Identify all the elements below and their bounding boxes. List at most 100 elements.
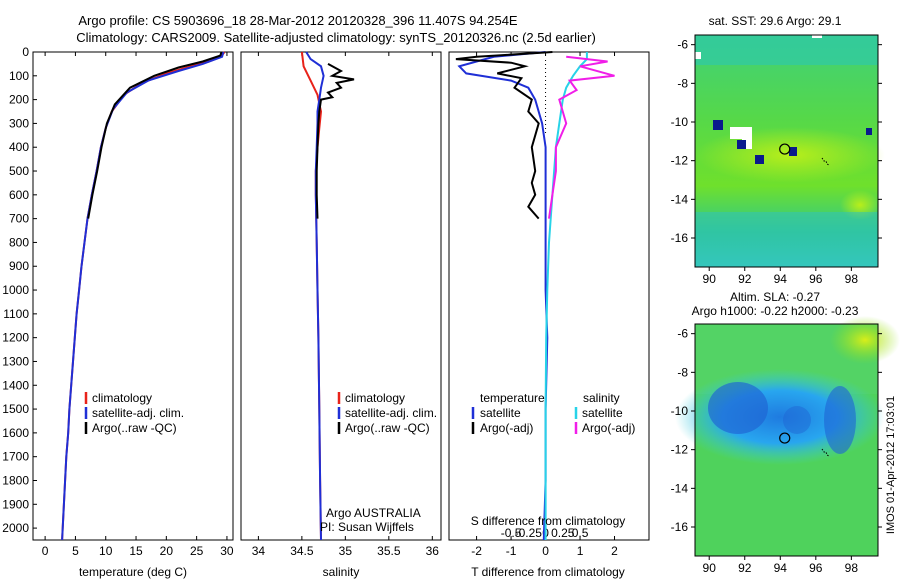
x-tick-label: 1 [577, 544, 584, 558]
sst-cloud-mask [695, 52, 701, 59]
latitude-tick-label: -12 [671, 443, 689, 457]
legend-title-salinity: salinity [583, 391, 620, 405]
sla-map-subtitle: Argo h1000: -0.22 h2000: -0.23 [692, 304, 859, 318]
legend-label-argo: Argo(..raw -QC) [345, 421, 430, 435]
legend-label-t-argo: Argo(-adj) [480, 421, 533, 435]
figure-title-line1: Argo profile: CS 5903696_18 28-Mar-2012 … [78, 13, 518, 28]
depth-tick-label: 300 [9, 116, 29, 130]
salinity-legend: climatology satellite-adj. clim. Argo(..… [337, 391, 437, 435]
temperature-xlabel: temperature (deg C) [79, 565, 187, 579]
latitude-tick-label: -16 [671, 231, 689, 245]
s-tick-label: 0.25 [551, 526, 575, 540]
depth-tick-label: 1500 [2, 402, 29, 416]
depth-tick-label: 1100 [3, 307, 29, 321]
longitude-tick-label: 92 [738, 561, 752, 575]
float-track [821, 448, 830, 457]
salinity-series [300, 51, 355, 541]
latitude-tick-label: -14 [671, 481, 689, 495]
x-tick-label: -1 [506, 544, 517, 558]
sst-cloud-mask [730, 127, 752, 139]
latitude-tick-label: -12 [671, 154, 689, 168]
sst-map-title: sat. SST: 29.6 Argo: 29.1 [709, 14, 842, 28]
series-line-t-argo-adj [455, 51, 553, 220]
s-difference-label: S difference from climatology [471, 514, 626, 528]
series-line-argo-raw-qc [315, 63, 355, 219]
depth-tick-label: 1600 [2, 426, 29, 440]
depth-tick-label: 1800 [2, 473, 29, 487]
longitude-tick-label: 98 [845, 272, 859, 286]
sst-south-band [695, 212, 878, 267]
sla-low-core [783, 406, 811, 434]
x-tick-label: 0 [42, 544, 49, 558]
x-tick-label: 25 [190, 544, 204, 558]
depth-tick-label: 700 [9, 212, 29, 226]
series-line-t-satellite [457, 51, 549, 541]
temperature-legend: climatology satellite-adj. clim. Argo(..… [84, 391, 184, 435]
longitude-tick-label: 96 [809, 272, 823, 286]
legend-title-temperature: temperature [480, 391, 545, 405]
legend-label-satellite: satellite-adj. clim. [92, 406, 184, 420]
x-tick-label: 35.5 [377, 544, 401, 558]
series-line-satellite-adj-clim [61, 51, 225, 541]
x-tick-label: 30 [220, 544, 234, 558]
x-tick-label: 0 [542, 544, 549, 558]
latitude-tick-label: -8 [677, 76, 688, 90]
depth-axis: 0 100 200 300 400 500 600 700 800 900 1000 1100 1200… [2, 45, 37, 535]
difference-legend: temperature salinity satellite Argo(-adj… [471, 391, 635, 435]
salinity-axis: 34 34.5 35 35.5 36 [252, 52, 439, 558]
legend-label-climatology: climatology [92, 391, 152, 405]
difference-series [455, 51, 615, 541]
depth-tick-label: 1200 [2, 331, 29, 345]
s-tick-label: 0.5 [572, 526, 589, 540]
depth-tick-label: 400 [9, 140, 29, 154]
s-tick-label: -0.25 [515, 526, 543, 540]
legend-label-t-satellite: satellite [480, 406, 521, 420]
depth-tick-label: 1900 [2, 497, 29, 511]
series-line-s-argo-adj [548, 55, 615, 219]
legend-label-s-satellite: satellite [582, 406, 623, 420]
sla-map-frame [694, 323, 879, 557]
x-tick-label: -2 [471, 544, 482, 558]
t-difference-label: T difference from climatology [471, 565, 625, 579]
sst-cloud-mask [742, 139, 752, 149]
longitude-tick-label: 90 [703, 561, 717, 575]
x-tick-label: 15 [129, 544, 143, 558]
latitude-tick-label: -16 [671, 520, 689, 534]
legend-label-s-argo: Argo(-adj) [582, 421, 635, 435]
argo-position-marker [779, 432, 791, 444]
difference-profile-chart: -2 -1 0 1 2-0.5-0.25 0 0.250.5 S difference fr… [448, 51, 650, 579]
sla-low-core [708, 382, 768, 434]
depth-tick-label: 1700 [2, 450, 29, 464]
argo-program-label: Argo AUSTRALIA [326, 506, 421, 520]
x-tick-label: 10 [99, 544, 113, 558]
figure-title-line2: Climatology: CARS2009. Satellite-adjuste… [76, 30, 596, 45]
sst-map-axes: 90 92 94 96 98 -6 -8 -10 -12 -14 -16 [671, 38, 882, 286]
longitude-tick-label: 90 [703, 272, 717, 286]
generation-stamp: IMOS 01-Apr-2012 17:03:01 [885, 396, 897, 534]
longitude-tick-label: 96 [809, 561, 823, 575]
sla-high-corner [830, 316, 900, 364]
series-line-climatology [61, 51, 226, 541]
difference-plot-frame [448, 51, 650, 541]
longitude-tick-label: 98 [845, 561, 859, 575]
x-tick-label: 20 [160, 544, 174, 558]
latitude-tick-label: -8 [677, 365, 688, 379]
salinity-plot-frame [240, 51, 442, 541]
latitude-tick-label: -10 [671, 404, 689, 418]
temperature-plot-frame [32, 51, 234, 541]
depth-tick-label: 1000 [2, 283, 29, 297]
depth-tick-label: 100 [9, 69, 29, 83]
sst-cloud-mask [812, 35, 822, 38]
sst-cool-pixel [737, 140, 746, 149]
temperature-series [61, 51, 226, 541]
sst-map: sat. SST: 29.6 Argo: 29.1 90 92 94 96 98 -6 -8… [671, 14, 885, 286]
depth-tick-label: 900 [9, 259, 29, 273]
series-line-satellite-adj-clim [305, 51, 325, 541]
series-line-argo-raw-qc [87, 51, 223, 219]
x-tick-label: 34.5 [290, 544, 314, 558]
latitude-tick-label: -6 [677, 38, 688, 52]
depth-tick-label: 600 [9, 188, 29, 202]
legend-label-argo: Argo(..raw -QC) [92, 421, 177, 435]
depth-tick-label: 1300 [2, 354, 29, 368]
